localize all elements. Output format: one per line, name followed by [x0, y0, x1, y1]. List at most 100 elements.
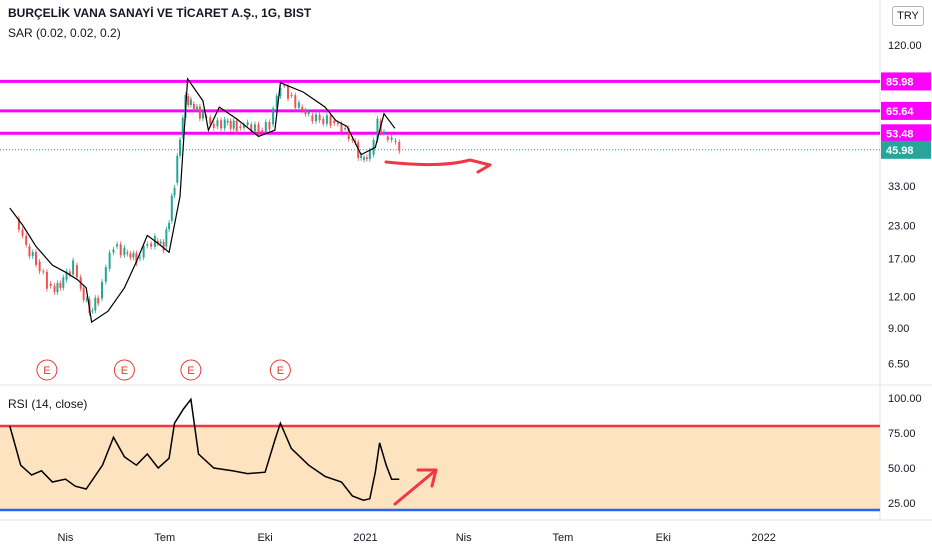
- price-tick-label: 9.00: [888, 323, 909, 335]
- candle-body: [112, 249, 115, 253]
- candle-body: [189, 99, 192, 106]
- time-tick-label: 2021: [353, 532, 377, 544]
- candle-body: [28, 246, 31, 257]
- symbol-title[interactable]: BURÇELİK VANA SANAYİ VE TİCARET A.Ş., 1G…: [8, 6, 312, 20]
- price-level-tag-text: 53.48: [886, 128, 914, 140]
- price-tick-label: 6.50: [888, 359, 909, 371]
- candle-body: [216, 120, 219, 127]
- candle-body: [239, 126, 242, 128]
- candle-body: [25, 235, 28, 245]
- candle-body: [179, 139, 181, 156]
- candle-body: [301, 107, 304, 111]
- candle-body: [170, 195, 173, 221]
- candle-body: [250, 124, 253, 132]
- annotation-arrow-price: [384, 158, 492, 174]
- candle-body: [75, 265, 78, 278]
- candle-body: [123, 247, 126, 256]
- candle-body: [235, 120, 238, 132]
- candle-body: [192, 103, 195, 110]
- candle-body: [351, 139, 354, 141]
- candle-body: [347, 128, 350, 140]
- earnings-marker: [36, 359, 58, 381]
- candle-body: [376, 118, 379, 141]
- candle-body: [146, 244, 149, 246]
- time-tick-label: 2022: [751, 532, 775, 544]
- price-level-tag: 65.64: [881, 101, 931, 120]
- candle-body: [38, 261, 41, 272]
- candle-body: [65, 271, 68, 280]
- rsi-band: [0, 426, 880, 510]
- rsi-indicator-label[interactable]: RSI (14, close): [8, 397, 88, 411]
- candle-body: [142, 245, 145, 258]
- candle-body: [135, 253, 138, 264]
- candle-body: [198, 106, 201, 119]
- candle-body: [398, 141, 401, 152]
- candle-body: [253, 124, 256, 132]
- price-level-tag-bg: [881, 101, 931, 120]
- candle-body: [297, 102, 300, 108]
- candle-body: [132, 253, 135, 258]
- price-tick-label: 23.00: [888, 220, 916, 232]
- candle-body: [243, 125, 245, 128]
- sar-indicator-label[interactable]: SAR (0.02, 0.02, 0.2): [8, 26, 121, 40]
- earnings-marker-label: E: [187, 365, 194, 377]
- candle-body: [91, 310, 94, 312]
- candle-body: [315, 114, 317, 122]
- candle-body: [386, 136, 389, 140]
- last-price-tag-text: 45.98: [886, 145, 914, 157]
- candle-body: [21, 229, 24, 236]
- candle-body: [85, 299, 88, 301]
- annotation-arrow-rsi: [393, 468, 438, 506]
- candle-body: [329, 115, 332, 126]
- candle-body: [176, 155, 179, 183]
- earnings-marker-label: E: [121, 365, 128, 377]
- candle-body: [129, 253, 132, 258]
- candle-body: [49, 283, 52, 286]
- candle-body: [195, 106, 198, 110]
- candle-body: [119, 244, 122, 256]
- candle-body: [17, 218, 20, 230]
- candle-body: [56, 283, 59, 293]
- rsi-tick-label: 50.00: [888, 463, 916, 475]
- rsi-tick-label: 100.00: [888, 393, 922, 405]
- candle-body: [365, 157, 368, 160]
- candle-body: [173, 187, 176, 196]
- candle-body: [181, 117, 184, 137]
- candle-body: [307, 112, 310, 115]
- candle-body: [201, 112, 204, 119]
- candle-body: [35, 252, 37, 265]
- candle-body: [162, 241, 165, 251]
- rsi-tick-label: 75.00: [888, 428, 916, 440]
- price-tick-label: 33.00: [888, 181, 916, 193]
- candle-body: [165, 229, 168, 247]
- price-level-tag-bg: [881, 72, 931, 91]
- currency-button[interactable]: TRY: [892, 6, 924, 26]
- candle-body: [94, 297, 97, 311]
- candle-body: [150, 243, 153, 247]
- time-tick-label: Tem: [553, 532, 574, 544]
- candle-body: [31, 252, 34, 257]
- candle-body: [229, 120, 232, 129]
- candle-body: [372, 140, 375, 155]
- candle-body: [275, 96, 278, 109]
- candle-body: [290, 94, 293, 96]
- candle-body: [42, 271, 45, 273]
- last-price-tag: 45.98: [881, 140, 931, 159]
- candle-body: [232, 120, 235, 129]
- price-level-tag-text: 65.64: [886, 106, 914, 118]
- candle-body: [344, 128, 347, 130]
- candle-body: [139, 257, 141, 259]
- candle-body: [294, 95, 297, 108]
- rsi-tick-label: 25.00: [888, 498, 916, 510]
- candle-body: [62, 277, 65, 288]
- candle-body: [363, 157, 365, 160]
- earnings-marker: [269, 359, 291, 381]
- price-level-tag: 53.48: [881, 124, 931, 143]
- candle-body: [226, 120, 229, 123]
- candle-body: [104, 267, 107, 282]
- time-tick-label: Nis: [58, 532, 74, 544]
- price-level-tag-bg: [881, 124, 931, 143]
- time-tick-label: Tem: [154, 532, 175, 544]
